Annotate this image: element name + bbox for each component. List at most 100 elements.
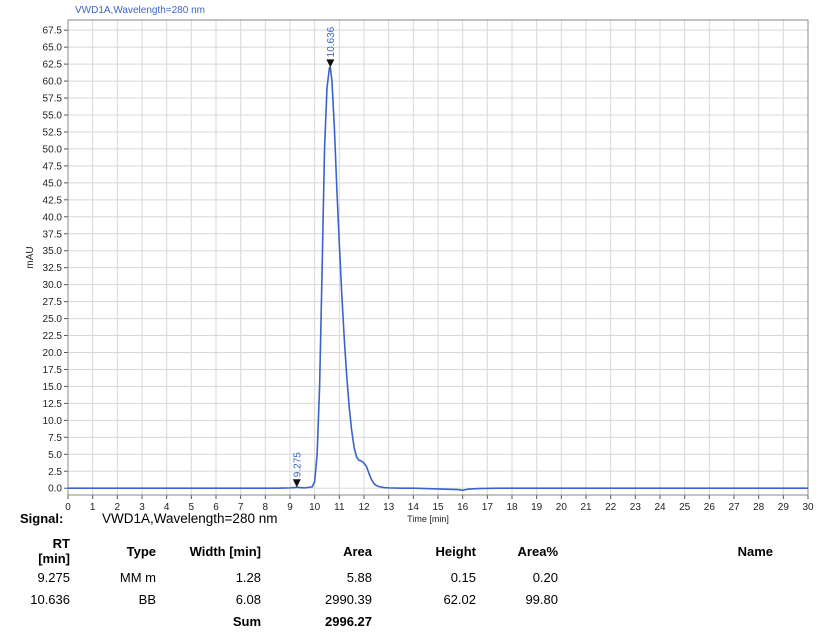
y-tick-label: 0.0 (48, 484, 62, 495)
y-tick-label: 7.5 (48, 433, 62, 444)
col-width: Width [min] (189, 543, 261, 559)
peak-marker (292, 479, 301, 488)
x-tick-label: 8 (263, 502, 269, 513)
cell-type: MM m (119, 569, 156, 585)
y-tick-label: 12.5 (43, 399, 63, 410)
x-tick-label: 23 (630, 502, 642, 513)
x-tick-label: 5 (189, 502, 195, 513)
x-tick-label: 17 (482, 502, 494, 513)
cell-area: 5.88 (346, 569, 372, 585)
sum-label: Sum (232, 613, 261, 629)
y-tick-label: 5.0 (48, 450, 62, 461)
y-tick-label: 45.0 (43, 178, 63, 189)
x-tick-label: 24 (654, 502, 666, 513)
y-tick-label: 17.5 (43, 365, 63, 376)
x-tick-label: 19 (531, 502, 543, 513)
table-row: 10.636 BB 6.08 2990.39 62.02 99.80 (20, 588, 773, 610)
y-tick-label: 62.5 (43, 60, 63, 71)
y-tick-label: 52.5 (43, 127, 63, 138)
col-name: Name (737, 543, 773, 559)
y-tick-label: 67.5 (43, 26, 63, 37)
x-tick-label: 20 (556, 502, 568, 513)
x-tick-label: 22 (605, 502, 617, 513)
x-tick-label: 4 (164, 502, 170, 513)
x-tick-label: 2 (115, 502, 121, 513)
x-tick-label: 15 (432, 502, 444, 513)
sum-row: Sum 2996.27 (20, 610, 773, 632)
y-tick-label: 22.5 (43, 331, 63, 342)
peak-marker (326, 59, 335, 68)
y-tick-label: 20.0 (43, 348, 63, 359)
cell-area-pct: 99.80 (525, 591, 558, 607)
y-tick-label: 32.5 (43, 263, 63, 274)
cell-width: 1.28 (235, 569, 261, 585)
x-tick-label: 18 (506, 502, 518, 513)
x-tick-label: 1 (90, 502, 96, 513)
y-tick-label: 40.0 (43, 212, 63, 223)
x-tick-label: 14 (408, 502, 420, 513)
x-axis-label: Time [min] (407, 514, 449, 524)
cell-height: 62.02 (443, 591, 476, 607)
x-tick-label: 21 (580, 502, 592, 513)
plot-frame (67, 19, 809, 496)
y-axis-label: mAU (25, 246, 36, 268)
y-tick-label: 55.0 (43, 111, 63, 122)
x-tick-label: 26 (704, 502, 716, 513)
y-tick-label: 50.0 (43, 144, 63, 155)
cell-area: 2990.39 (325, 591, 372, 607)
signal-value: VWD1A,Wavelength=280 nm (102, 511, 278, 526)
y-tick-label: 35.0 (43, 246, 63, 257)
peak-table-header: RT [min] Type Width [min] Area Height Ar… (20, 536, 773, 566)
x-tick-label: 29 (778, 502, 790, 513)
x-tick-label: 11 (334, 502, 345, 513)
cell-area-pct: 0.20 (532, 569, 558, 585)
x-tick-label: 7 (238, 502, 244, 513)
signal-label: Signal: (20, 511, 64, 526)
cell-type: BB (138, 591, 156, 607)
x-tick-label: 9 (287, 502, 293, 513)
y-tick-label: 25.0 (43, 314, 63, 325)
y-tick-label: 65.0 (43, 43, 63, 54)
x-tick-label: 10 (309, 502, 321, 513)
y-tick-label: 60.0 (43, 77, 63, 88)
chart-title: VWD1A,Wavelength=280 nm (75, 5, 205, 16)
col-height: Height (435, 543, 476, 559)
cell-height: 0.15 (450, 569, 476, 585)
y-tick-label: 15.0 (43, 382, 63, 393)
y-tick-label: 30.0 (43, 280, 63, 291)
cell-name (558, 566, 773, 588)
y-tick-label: 27.5 (43, 297, 63, 308)
cell-rt: 9.275 (37, 569, 70, 585)
y-tick-label: 57.5 (43, 94, 63, 105)
signal-info: Signal: VWD1A,Wavelength=280 nm (20, 511, 277, 526)
cell-rt: 10.636 (30, 591, 70, 607)
y-tick-label: 10.0 (43, 416, 63, 427)
chromatogram-chart: 0 1 2 3 4 5 6 7 8 9 10 11 12 13 14 15 16 17 18 19 20 21 22 23 24… (25, 19, 814, 524)
y-tick-label: 42.5 (43, 195, 63, 206)
x-tick-label: 16 (457, 502, 469, 513)
x-tick-label: 28 (753, 502, 765, 513)
table-row: 9.275 MM m 1.28 5.88 0.15 0.20 (20, 566, 773, 588)
col-type: Type (126, 543, 156, 559)
peak-label: 10.636 (326, 26, 337, 57)
x-tick-label: 25 (679, 502, 691, 513)
peak-table: RT [min] Type Width [min] Area Height Ar… (20, 536, 773, 632)
x-tick-label: 13 (383, 502, 395, 513)
col-rt: RT [min] (38, 536, 70, 566)
cell-width: 6.08 (235, 591, 261, 607)
peak-label: 9.275 (292, 452, 303, 477)
col-area: Area (343, 543, 372, 559)
x-tick-label: 27 (728, 502, 740, 513)
x-tick-label: 0 (65, 502, 71, 513)
x-tick-label: 6 (213, 502, 219, 513)
y-tick-label: 2.5 (48, 467, 62, 478)
x-tick-label: 3 (139, 502, 145, 513)
sum-value: 2996.27 (325, 613, 372, 629)
y-tick-label: 47.5 (43, 161, 63, 172)
x-tick-label: 12 (358, 502, 370, 513)
col-area-pct: Area% (517, 543, 558, 559)
x-tick-label: 30 (802, 502, 814, 513)
series-line (68, 66, 808, 492)
y-tick-label: 37.5 (43, 229, 63, 240)
cell-name (558, 588, 773, 610)
